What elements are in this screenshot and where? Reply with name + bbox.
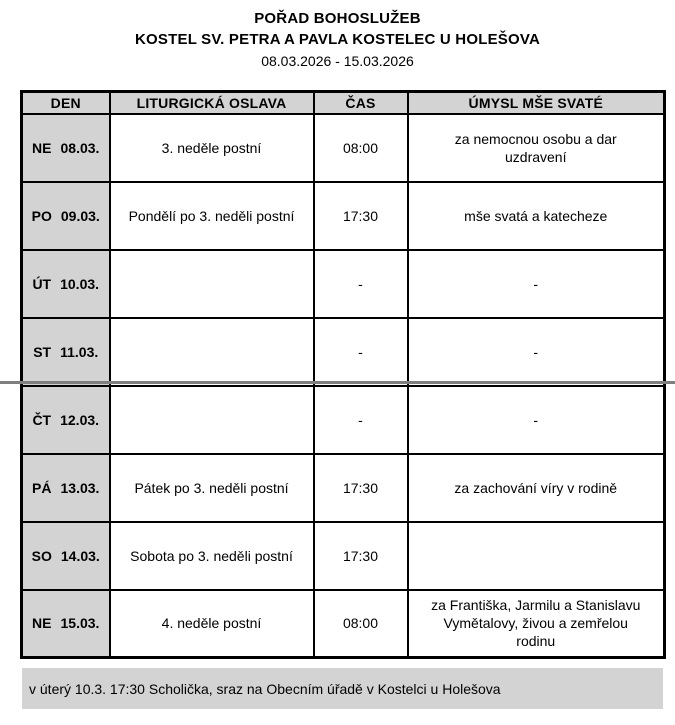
day-abbr: PÁ (32, 479, 52, 496)
celebration-cell: Pátek po 3. neděli postní (108, 452, 315, 523)
day-abbr: ÚT (32, 275, 52, 292)
day-cell: PO 09.03. (20, 180, 111, 251)
celebration-cell (108, 384, 315, 455)
table-row-ct-1203: ČT 12.03. - - (20, 384, 666, 455)
intention-cell: za Františka, Jarmilu a Stanislavu Vymět… (406, 588, 666, 659)
time-cell: 17:30 (312, 520, 409, 591)
day-abbr: NE (32, 615, 52, 632)
table-row-ne-0803: NE 08.03. 3. neděle postní 08:00 za nemoc… (20, 112, 666, 183)
intention-cell: za zachování víry v rodině (406, 452, 666, 523)
day-cell: SO 14.03. (20, 520, 111, 591)
day-date: 08.03. (60, 139, 100, 156)
table-row-st-1103: ST 11.03. - - (20, 316, 666, 387)
date-range: 08.03.2026 - 15.03.2026 (261, 53, 414, 69)
header-cas: ČAS (312, 90, 409, 115)
time-cell: 08:00 (312, 588, 409, 659)
celebration-cell (108, 316, 315, 387)
time-cell: - (312, 316, 409, 387)
day-cell: PÁ 13.03. (20, 452, 111, 523)
day-cell: NE 08.03. (20, 112, 111, 183)
header-umysl-mse-svate: ÚMYSL MŠE SVATÉ (406, 90, 666, 115)
intention-cell: - (406, 384, 666, 455)
time-cell: 17:30 (312, 452, 409, 523)
table-header-row: DEN LITURGICKÁ OSLAVA ČAS ÚMYSL MŠE SVAT… (20, 90, 666, 115)
day-date: 12.03. (60, 411, 100, 428)
celebration-cell: Pondělí po 3. neděli postní (108, 180, 315, 251)
table-row-po-0903: PO 09.03. Pondělí po 3. neděli postní 17:… (20, 180, 666, 251)
church-name: KOSTEL SV. PETRA A PAVLA KOSTELEC U HOLE… (135, 31, 540, 48)
footer-note: v úterý 10.3. 17:30 Scholička, sraz na O… (29, 680, 501, 697)
celebration-cell: 4. neděle postní (108, 588, 315, 659)
day-date: 15.03. (60, 615, 100, 632)
intention-cell: - (406, 248, 666, 319)
intention-cell: mše svatá a katecheze (406, 180, 666, 251)
celebration-cell: Sobota po 3. neděli postní (108, 520, 315, 591)
celebration-cell: 3. neděle postní (108, 112, 315, 183)
day-date: 11.03. (60, 343, 99, 360)
time-cell: - (312, 384, 409, 455)
day-cell: NE 15.03. (20, 588, 111, 659)
page-title: POŘAD BOHOSLUŽEB (254, 10, 421, 27)
table-row-pa-1303: PÁ 13.03. Pátek po 3. neděli postní 17:30… (20, 452, 666, 523)
table-row-ne-1503: NE 15.03. 4. neděle postní 08:00 za Frant… (20, 588, 666, 659)
day-date: 09.03. (60, 207, 100, 224)
day-abbr: ČT (32, 411, 52, 428)
day-date: 14.03. (60, 547, 100, 564)
time-cell: 08:00 (312, 112, 409, 183)
day-abbr: SO (31, 547, 52, 564)
day-date: 10.03. (60, 275, 100, 292)
header-liturgicka-oslava: LITURGICKÁ OSLAVA (108, 90, 315, 115)
day-cell: ÚT 10.03. (20, 248, 111, 319)
title-block: POŘAD BOHOSLUŽEB KOSTEL SV. PETRA A PAVL… (0, 8, 675, 71)
day-cell: ČT 12.03. (20, 384, 111, 455)
intention-cell: za nemocnou osobu a dar uzdravení (406, 112, 666, 183)
day-cell: ST 11.03. (20, 316, 111, 387)
page-separator-line (0, 381, 675, 384)
time-cell: 17:30 (312, 180, 409, 251)
table-row-ut-1003: ÚT 10.03. - - (20, 248, 666, 319)
schedule-table: DEN LITURGICKÁ OSLAVA ČAS ÚMYSL MŠE SVAT… (20, 90, 666, 659)
table-row-so-1403: SO 14.03. Sobota po 3. neděli postní 17:3… (20, 520, 666, 591)
footer-note-bar: v úterý 10.3. 17:30 Scholička, sraz na O… (22, 668, 663, 709)
header-den: DEN (20, 90, 111, 115)
day-abbr: NE (32, 139, 52, 156)
time-cell: - (312, 248, 409, 319)
day-abbr: PO (31, 207, 52, 224)
day-abbr: ST (33, 343, 52, 360)
intention-cell (406, 520, 666, 591)
day-date: 13.03. (60, 479, 100, 496)
intention-cell: - (406, 316, 666, 387)
celebration-cell (108, 248, 315, 319)
